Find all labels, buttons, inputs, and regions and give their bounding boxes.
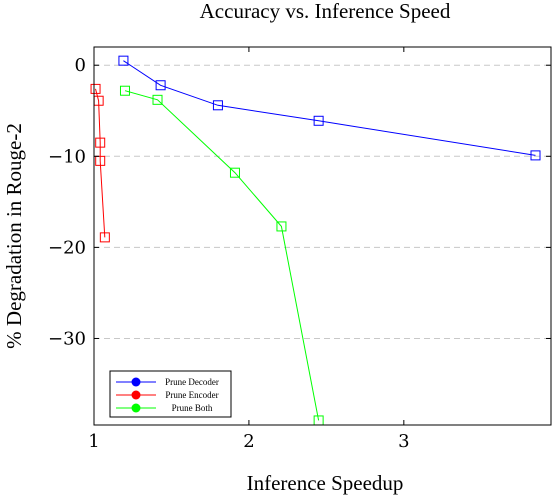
data-point-prune-decoder-4 [530,150,541,161]
y-tick-label-0: 0 [75,55,86,76]
series-group [90,55,541,426]
data-point-prune-both-1 [152,94,163,105]
chart-title: Accuracy vs. Inference Speed [200,0,451,23]
data-point-prune-decoder-0 [118,55,129,66]
legend-box [109,370,232,418]
data-point-prune-encoder-2 [95,137,106,148]
data-point-prune-both-4 [313,415,324,426]
data-point-prune-both-0 [119,85,130,96]
grid-lines [94,64,551,339]
series-line-prune-both [124,90,320,421]
x-tick-label-3: 3 [398,431,409,452]
legend-marker-prune-both [131,403,141,413]
axis-ticks: 0 −10 −20 −30 1 2 3 [48,47,551,452]
legend-label-prune-decoder: Prune Decoder [165,377,219,387]
y-tick-label--20: −20 [48,237,86,258]
plot-frame [93,46,552,426]
x-tick-label-2: 2 [243,431,254,452]
data-point-prune-decoder-2 [212,100,223,111]
data-point-prune-decoder-3 [313,115,324,126]
data-point-prune-encoder-3 [95,155,106,166]
series-line-prune-encoder [95,88,106,238]
x-axis-label: Inference Speedup [247,471,404,495]
legend-label-prune-both: Prune Both [172,403,213,413]
legend-marker-prune-decoder [131,377,141,387]
series-line-prune-decoder [123,60,536,156]
legend-marker-prune-encoder [131,390,141,400]
data-point-prune-encoder-4 [99,232,110,243]
y-tick-label--10: −10 [48,146,86,167]
y-tick-label--30: −30 [48,328,86,349]
data-point-prune-both-3 [276,221,287,232]
data-point-prune-encoder-0 [90,83,101,94]
data-point-prune-both-2 [229,167,240,178]
data-point-prune-decoder-1 [155,80,166,91]
legend-label-prune-encoder: Prune Encoder [165,390,218,400]
y-axis-label: % Degradation in Rouge-2 [2,123,26,349]
legend: Prune Decoder Prune Encoder Prune Both [109,370,232,418]
x-tick-label-1: 1 [88,431,99,452]
